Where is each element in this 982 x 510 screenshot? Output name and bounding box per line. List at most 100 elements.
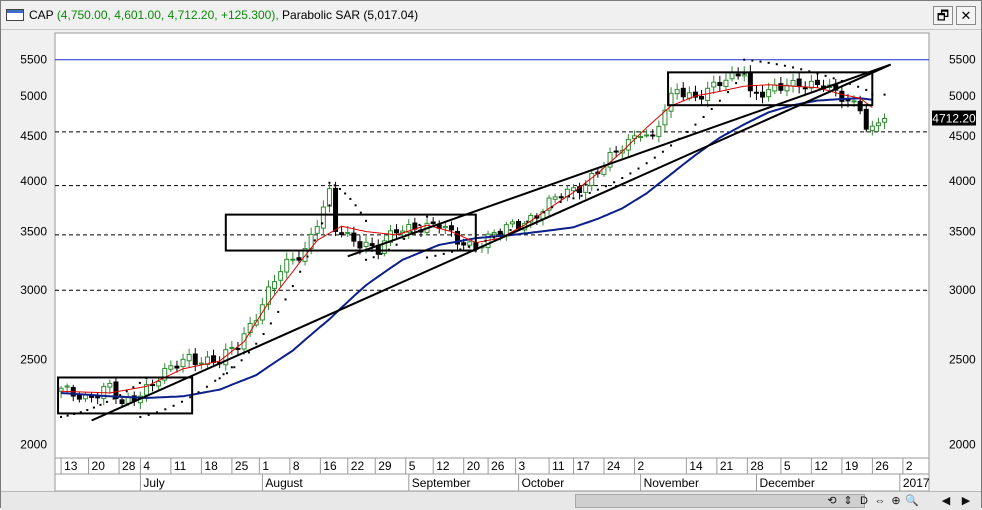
sar-dot: [670, 144, 673, 147]
sar-dot: [112, 397, 115, 400]
candle-body: [796, 78, 802, 88]
sar-dot: [576, 189, 579, 192]
sar-dot: [313, 239, 316, 242]
x-tick-label: 26: [875, 459, 889, 473]
chart-window-icon: [6, 9, 24, 21]
reset-icon[interactable]: ⟲: [827, 495, 837, 507]
consolidation-box: [667, 71, 874, 107]
y-tick-label-right: 5500: [949, 53, 976, 67]
sar-dot: [147, 413, 150, 416]
restore-button[interactable]: 🗗: [933, 6, 953, 25]
candle-body: [552, 196, 558, 200]
sar-dot: [434, 254, 437, 257]
sar-dot: [567, 195, 570, 198]
sar-dot: [808, 70, 811, 73]
zoom-in-icon[interactable]: ⊕: [891, 495, 901, 507]
sar-dot: [189, 396, 192, 399]
consolidation-box: [224, 213, 477, 252]
sar-dot: [222, 373, 225, 376]
sar-dot: [247, 351, 250, 354]
sar-dot: [694, 123, 697, 126]
sar-dot: [230, 366, 233, 369]
candle-body: [284, 258, 290, 273]
sar-dot: [584, 183, 587, 186]
sar-dot: [710, 108, 713, 111]
ohlc-values: (4,750.00, 4,601.00, 4,712.20, +125.300)…: [56, 8, 279, 22]
horizontal-zoom-icon[interactable]: ⇔: [874, 495, 886, 507]
scroll-left-icon[interactable]: ◀: [941, 495, 951, 507]
sar-dot: [848, 82, 851, 85]
sar-dot: [588, 191, 591, 194]
candle-body: [229, 346, 235, 349]
scroll-right-icon[interactable]: ▶: [961, 495, 971, 507]
window-title: CAP (4,750.00, 4,601.00, 4,712.20, +125.…: [29, 8, 418, 22]
sar-dot: [613, 181, 616, 184]
sar-dot: [702, 115, 705, 118]
sar-dot: [509, 229, 512, 232]
candle-body: [168, 365, 174, 370]
x-tick-label: 11: [174, 459, 187, 473]
sar-dot: [767, 61, 770, 64]
sar-dot: [284, 298, 287, 301]
sar-dot: [277, 310, 280, 313]
sar-dot: [73, 413, 76, 416]
sar-dot: [580, 194, 583, 197]
sar-dot: [328, 204, 331, 207]
sar-dot: [542, 211, 545, 214]
sar-dot: [883, 93, 886, 96]
candle-body: [760, 91, 766, 98]
price-chart[interactable]: 2000 2000 2500 2500 3000 3000 3500 3500 4000 4000…: [1, 29, 981, 491]
candle-body: [320, 206, 326, 229]
x-tick-label: 25: [235, 459, 249, 473]
candle-body: [339, 232, 345, 236]
y-tick-label-right: 3500: [949, 225, 976, 239]
sar-dot: [99, 403, 102, 406]
sar-dot: [743, 72, 746, 75]
sar-dot: [467, 245, 470, 248]
sar-dot: [172, 404, 175, 407]
sar-dot: [759, 60, 762, 63]
candle-body: [717, 82, 723, 87]
sar-dot: [792, 66, 795, 69]
sar-dot: [492, 236, 495, 239]
sar-dot: [637, 167, 640, 170]
y-tick-label-right: 2000: [949, 437, 976, 451]
vertical-zoom-icon[interactable]: ⇕: [843, 495, 853, 507]
daily-period-button[interactable]: D: [860, 495, 868, 507]
candle-body: [644, 134, 650, 137]
sar-dot: [735, 82, 738, 85]
candle-body: [772, 84, 778, 92]
candle-body: [814, 79, 820, 86]
candle-body: [333, 187, 339, 232]
x-tick-label: 17: [577, 459, 591, 473]
sar-dot: [365, 219, 368, 222]
title-bar: CAP (4,750.00, 4,601.00, 4,712.20, +125.…: [1, 1, 981, 30]
sar-dot: [857, 85, 860, 88]
month-label: October: [522, 476, 565, 490]
sar-dot: [783, 64, 786, 67]
candle-body: [278, 271, 284, 281]
sar-dot: [410, 231, 413, 234]
zoom-out-icon[interactable]: 🔍: [905, 495, 919, 507]
y-tick-label-right: 4500: [949, 129, 976, 143]
candle-body: [76, 394, 82, 400]
sar-dot: [395, 243, 398, 246]
x-tick-label: 16: [323, 459, 337, 473]
sar-dot: [291, 285, 294, 288]
candle-body: [442, 225, 448, 229]
candle-body: [808, 80, 814, 89]
candle-body: [430, 221, 436, 225]
sar-dot: [86, 408, 89, 411]
sar-dot: [197, 391, 200, 394]
y-tick-label-left: 4500: [20, 129, 47, 143]
candle-body: [369, 243, 375, 247]
time-scrollbar-thumb[interactable]: [575, 494, 865, 508]
sar-dot: [269, 322, 272, 325]
y-tick-label-left: 3500: [20, 225, 47, 239]
x-tick-label: 28: [122, 459, 136, 473]
close-button[interactable]: ✕: [956, 6, 976, 25]
candle-body: [613, 150, 619, 153]
sar-dot: [743, 58, 746, 61]
sar-dot: [559, 200, 562, 203]
